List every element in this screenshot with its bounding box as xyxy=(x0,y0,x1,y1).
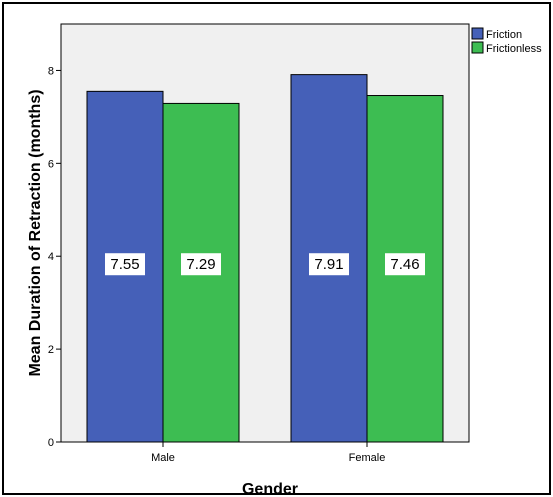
data-label-box xyxy=(105,253,145,276)
data-label-box xyxy=(385,253,425,276)
data-labels-group: 7.55 7.29 7.91 7.46 xyxy=(105,253,425,276)
x-axis: Male Female xyxy=(151,442,385,464)
x-tick-label-female: Female xyxy=(349,452,386,464)
y-tick-label: 8 xyxy=(48,65,54,77)
data-label-box xyxy=(309,253,349,276)
data-label-friction-male: 7.55 xyxy=(110,256,139,273)
legend-label-frictionless: Frictionless xyxy=(486,43,542,55)
y-tick-label: 6 xyxy=(48,158,54,170)
y-axis-title: Mean Duration of Retraction (months) xyxy=(27,89,44,376)
y-tick-label: 4 xyxy=(48,251,54,263)
legend-label-friction: Friction xyxy=(486,29,522,41)
legend-swatch-friction xyxy=(471,27,484,40)
data-label-frictionless-male: 7.29 xyxy=(186,256,215,273)
y-axis: 0 2 4 6 8 xyxy=(48,65,61,449)
data-label-friction-female: 7.91 xyxy=(314,256,343,273)
x-axis-title: Gender xyxy=(242,481,298,497)
data-label-box xyxy=(181,253,221,276)
legend-swatch-frictionless xyxy=(471,41,484,54)
x-tick-label-male: Male xyxy=(151,452,175,464)
bar-chart: 7.55 7.29 7.91 7.46 0 2 4 6 8 Male Female Mean D… xyxy=(27,23,542,497)
legend: Friction Frictionless xyxy=(471,27,542,55)
y-tick-label: 0 xyxy=(48,437,54,449)
data-label-frictionless-female: 7.46 xyxy=(390,256,419,273)
y-tick-label: 2 xyxy=(48,344,54,356)
